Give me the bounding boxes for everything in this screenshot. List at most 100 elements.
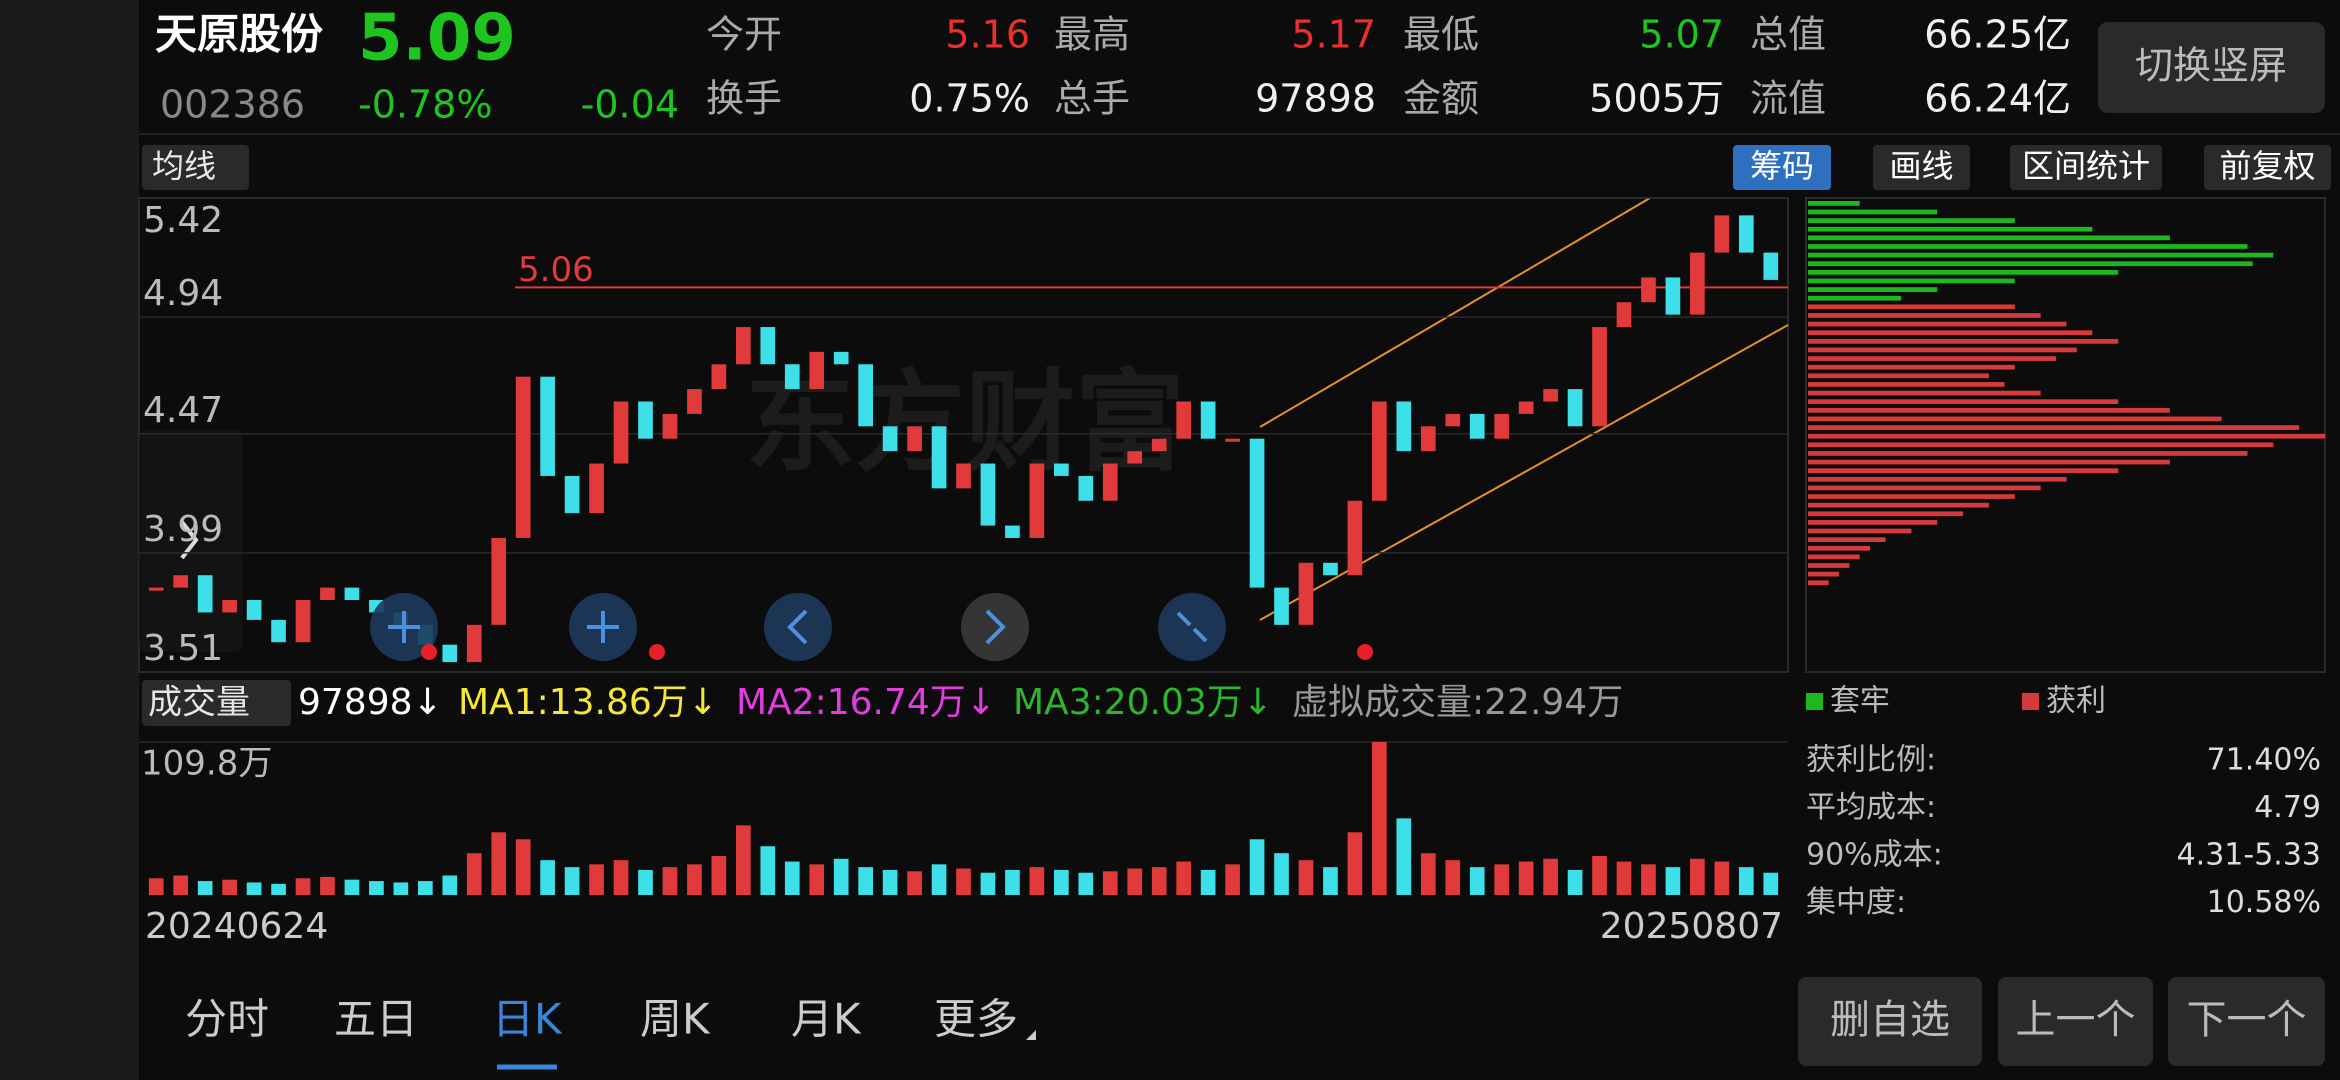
chip-bar bbox=[1808, 580, 1829, 586]
stat-label: 流值 bbox=[1750, 77, 1826, 121]
candle bbox=[1347, 500, 1363, 576]
action-label[interactable]: 删自选 bbox=[1830, 997, 1950, 1043]
ma-menu[interactable] bbox=[142, 145, 249, 190]
candle bbox=[687, 389, 702, 414]
chip-bar bbox=[1808, 537, 1886, 543]
stat-label: 今开 bbox=[706, 13, 782, 57]
candle bbox=[711, 364, 727, 390]
chip-stat-value: 4.79 bbox=[2254, 790, 2321, 825]
candle bbox=[760, 327, 776, 365]
toolbar-label[interactable]: 筹码 bbox=[1750, 147, 1814, 185]
chip-bar bbox=[1808, 433, 2325, 439]
candle bbox=[1078, 475, 1094, 501]
candle bbox=[809, 351, 825, 390]
action-button[interactable] bbox=[1798, 977, 1982, 1066]
volume-bar bbox=[1543, 858, 1558, 895]
chip-bar bbox=[1808, 373, 1989, 379]
toolbar-button[interactable] bbox=[1733, 145, 1831, 190]
event-dot bbox=[1357, 644, 1373, 660]
y-tick-label: 4.47 bbox=[143, 390, 223, 431]
candle bbox=[613, 401, 629, 464]
candle bbox=[1690, 252, 1705, 315]
candle bbox=[589, 463, 604, 514]
volume-bar bbox=[1102, 871, 1118, 895]
candle bbox=[735, 327, 751, 365]
action-label[interactable]: 下一个 bbox=[2187, 997, 2307, 1043]
tab[interactable]: 五日 bbox=[334, 995, 418, 1044]
chip-bar bbox=[1808, 209, 1938, 215]
candle bbox=[1543, 389, 1558, 402]
volume-bar bbox=[1249, 839, 1265, 895]
tab[interactable]: 分时 bbox=[185, 995, 269, 1044]
action-button[interactable] bbox=[1998, 977, 2153, 1066]
stat-value: 66.24亿 bbox=[1924, 77, 2071, 121]
chip-bar bbox=[1808, 244, 2248, 249]
expand-arrow[interactable] bbox=[180, 520, 199, 560]
y-tick-label: 5.42 bbox=[143, 200, 223, 241]
nav-icon[interactable] bbox=[1176, 611, 1208, 643]
volume-bar bbox=[515, 839, 531, 895]
candle bbox=[1298, 562, 1314, 625]
candle bbox=[197, 575, 213, 613]
tab[interactable]: 月K bbox=[791, 995, 862, 1044]
tab[interactable]: 日K bbox=[492, 995, 563, 1044]
orientation-button[interactable] bbox=[2098, 22, 2325, 113]
candle bbox=[1763, 252, 1779, 280]
side-overlay[interactable] bbox=[139, 430, 243, 652]
chip-bar bbox=[1808, 390, 2041, 396]
nav-icon[interactable] bbox=[787, 609, 808, 645]
toolbar-button[interactable] bbox=[1873, 145, 1970, 190]
tab[interactable]: 更多 bbox=[934, 995, 1018, 1044]
y-tick-label: 4.94 bbox=[143, 273, 223, 314]
nav-icon[interactable] bbox=[985, 609, 1006, 645]
ma-label: MA3:20.03万↓ bbox=[1013, 682, 1273, 723]
volume-menu[interactable] bbox=[142, 680, 291, 726]
candle bbox=[1029, 463, 1045, 538]
volume-bar bbox=[222, 879, 237, 895]
action-label[interactable]: 上一个 bbox=[2016, 997, 2136, 1043]
chip-bar bbox=[1808, 468, 2119, 474]
volume-bar bbox=[760, 846, 776, 895]
volume-bar bbox=[1616, 861, 1632, 895]
toolbar-button[interactable] bbox=[2010, 145, 2162, 190]
toolbar-label[interactable]: 前复权 bbox=[2219, 147, 2315, 185]
change-pct: -0.78% bbox=[358, 83, 492, 127]
volume-bar bbox=[907, 871, 922, 895]
chip-bar bbox=[1808, 511, 1964, 517]
chip-bar bbox=[1808, 304, 2015, 310]
volume-bar bbox=[1298, 860, 1314, 895]
volume-bar bbox=[1127, 868, 1143, 895]
chip-stat-value: 10.58% bbox=[2207, 885, 2321, 920]
stat-label: 金额 bbox=[1403, 77, 1479, 121]
toolbar-label[interactable]: 区间统计 bbox=[2022, 147, 2150, 185]
tab[interactable]: 周K bbox=[640, 995, 711, 1044]
chip-bar bbox=[1808, 571, 1840, 577]
chip-bar bbox=[1808, 425, 2300, 430]
legend-swatch bbox=[2022, 693, 2039, 710]
nav-button[interactable] bbox=[961, 593, 1029, 661]
volume-bar bbox=[1225, 864, 1240, 895]
toolbar-label[interactable]: 画线 bbox=[1889, 147, 1953, 185]
action-button[interactable] bbox=[2168, 977, 2325, 1066]
chip-bar bbox=[1808, 451, 2248, 456]
volume-menu-label[interactable]: 成交量 bbox=[148, 683, 250, 723]
volume-bar bbox=[1054, 869, 1069, 895]
ma-menu-label[interactable]: 均线 bbox=[152, 147, 216, 185]
nav-icon[interactable] bbox=[587, 611, 619, 643]
volume-bar bbox=[295, 878, 311, 895]
chip-bar bbox=[1808, 502, 1989, 508]
candle bbox=[1151, 438, 1167, 452]
toolbar-button[interactable] bbox=[2204, 145, 2331, 190]
nav-button[interactable] bbox=[764, 593, 832, 661]
volume-bar bbox=[1176, 861, 1192, 895]
chip-stat-label: 获利比例: bbox=[1806, 743, 1936, 778]
nav-button[interactable] bbox=[1158, 593, 1226, 661]
candle bbox=[1225, 438, 1240, 442]
candle bbox=[1445, 413, 1461, 427]
volume-bar bbox=[417, 881, 433, 895]
orientation-label[interactable]: 切换竖屏 bbox=[2135, 44, 2287, 88]
nav-icon[interactable] bbox=[388, 611, 420, 643]
volume-bar bbox=[1372, 742, 1387, 895]
end-date: 20250807 bbox=[1600, 906, 1783, 947]
volume-max-label: 109.8万 bbox=[141, 744, 272, 784]
